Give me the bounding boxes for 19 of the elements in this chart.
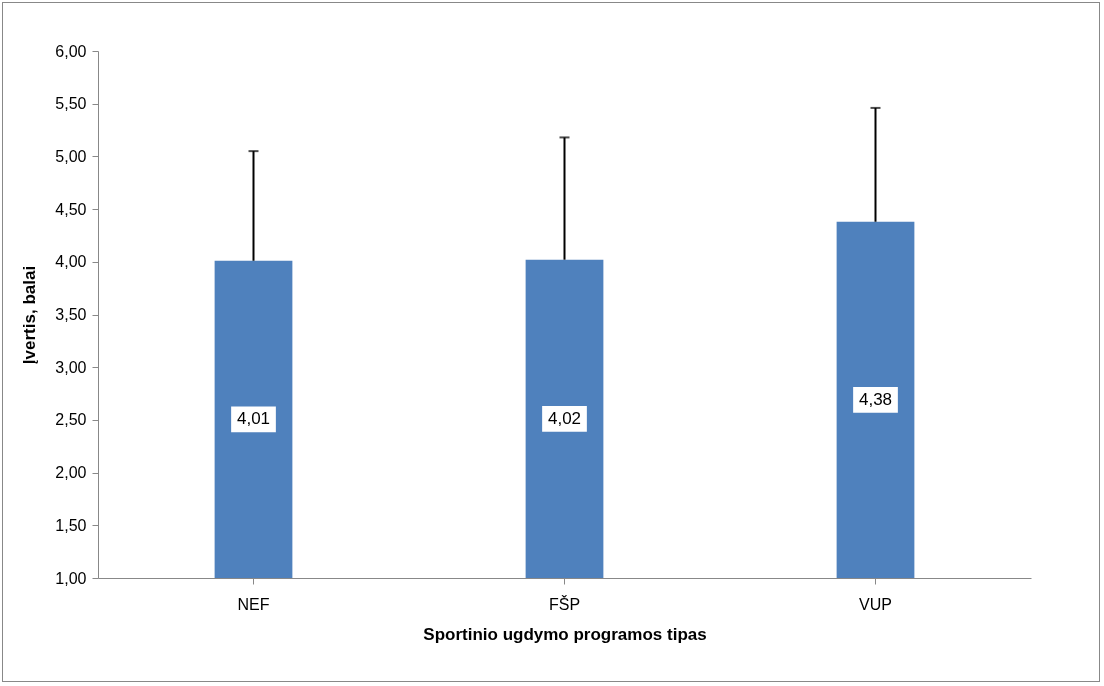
data-label: 4,02 [547, 408, 582, 428]
y-tick-label: 3,50 [55, 306, 87, 323]
data-label: 4,01 [236, 409, 271, 429]
x-tick-label: VUP [859, 595, 892, 613]
y-tick-label: 1,00 [55, 569, 87, 587]
y-tick-label: 1,50 [55, 516, 87, 534]
y-tick-label: 2,00 [55, 464, 87, 482]
data-label: 4,38 [858, 389, 893, 409]
x-tick-label: NEF [237, 595, 270, 613]
y-tick-label: 5,00 [55, 147, 87, 165]
y-tick-label: 5,50 [55, 95, 87, 113]
x-tick-label: FŠP [548, 594, 581, 613]
y-tick-label: 6,00 [55, 42, 87, 60]
y-tick-label: 3,00 [55, 358, 87, 376]
y-axis-title: Įvertis, balai [20, 265, 40, 365]
x-axis-title: Sportinio ugdymo programos tipas [423, 624, 707, 644]
y-tick-label: 4,50 [55, 200, 87, 218]
y-tick-label: 2,50 [55, 411, 87, 429]
y-tick-label: 4,00 [55, 253, 87, 271]
